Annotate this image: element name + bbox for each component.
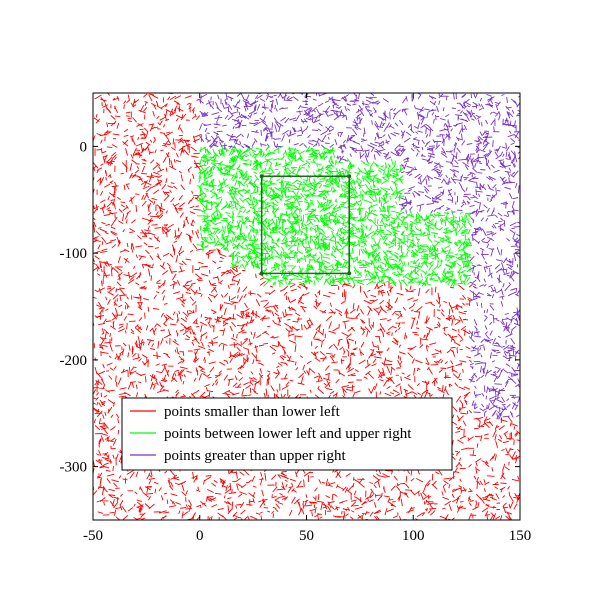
legend-box bbox=[121, 397, 453, 471]
series-points-3 bbox=[199, 93, 520, 420]
x-tick-label: 100 bbox=[402, 528, 425, 544]
x-tick-label: 50 bbox=[299, 528, 314, 544]
y-tick-label: 0 bbox=[80, 139, 88, 155]
query-box-layer bbox=[259, 174, 352, 276]
series-points-2 bbox=[196, 145, 474, 288]
query-box-corner bbox=[259, 271, 264, 276]
legend-label: points greater than upper right bbox=[164, 448, 346, 464]
axes: -50 0 50 100 150 0 -100 -200 -300 bbox=[60, 93, 532, 544]
y-tick-label: -100 bbox=[60, 246, 88, 262]
query-box-corner bbox=[347, 174, 352, 179]
y-tick-label: -300 bbox=[60, 460, 88, 476]
x-tick-label: -50 bbox=[83, 528, 103, 544]
query-box-corner bbox=[347, 271, 352, 276]
legend: points smaller than lower left points bet… bbox=[121, 397, 453, 471]
y-tick-label: -200 bbox=[60, 353, 88, 369]
x-tick-label: 150 bbox=[509, 528, 532, 544]
x-tick-label: 0 bbox=[196, 528, 204, 544]
legend-label: points between lower left and upper righ… bbox=[164, 426, 412, 442]
query-box-corner bbox=[259, 174, 264, 179]
query-box bbox=[260, 175, 350, 275]
legend-label: points smaller than lower left bbox=[164, 404, 341, 420]
